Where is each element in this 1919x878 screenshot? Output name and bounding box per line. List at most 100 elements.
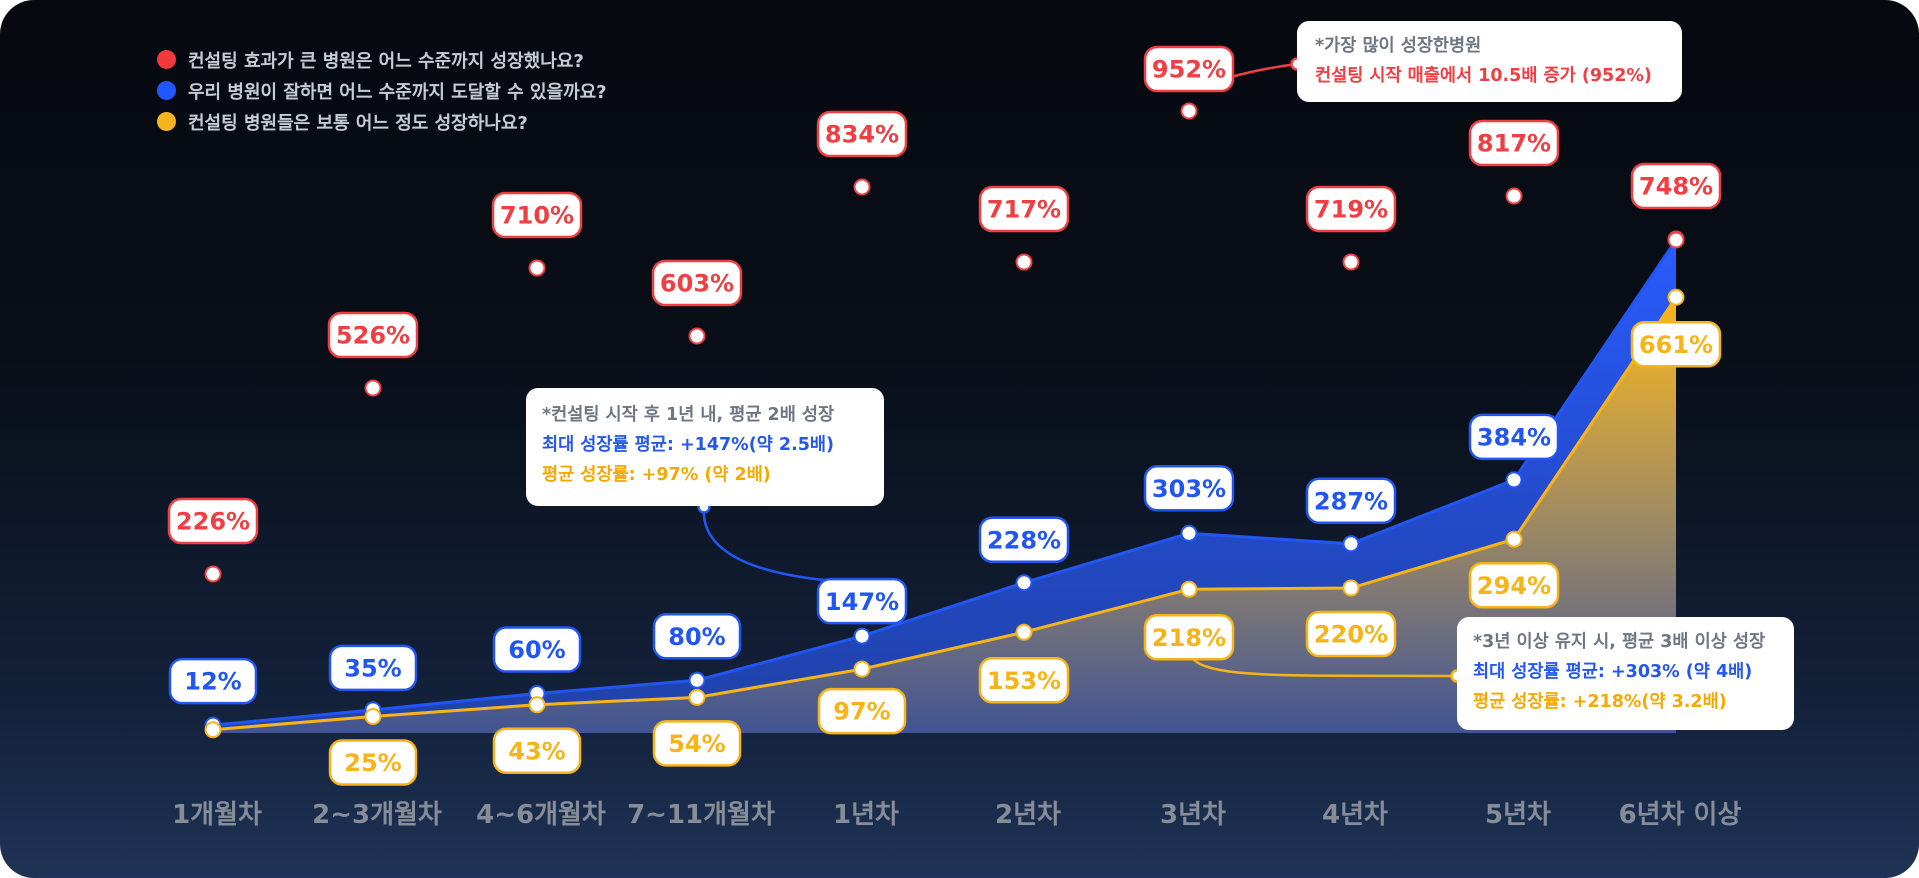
callout-first-year: *컨설팅 시작 후 1년 내, 평균 2배 성장 최대 성장률 평균: +147… [526, 388, 884, 506]
red-data-label-box [1468, 119, 1560, 167]
blue-data-label-box [1305, 477, 1397, 525]
orange-data-label-text: 43% [508, 737, 565, 765]
blue-data-label-text: 287% [1314, 487, 1388, 515]
red-data-label-box [978, 185, 1070, 233]
orange-data-label: 218% [1143, 614, 1235, 661]
connector-three-year [1187, 651, 1458, 678]
blue-data-label: 80% [652, 613, 742, 660]
blue-data-label-text: 60% [508, 636, 565, 664]
callout-line: 컨설팅 시작 매출에서 10.5배 증가 (952%) [1315, 66, 1652, 86]
red-point [528, 259, 546, 277]
orange-point [1667, 288, 1685, 306]
orange-data-label-box [1468, 561, 1560, 609]
blue-data-label-box [978, 516, 1070, 563]
red-data-label-text: 719% [1314, 196, 1388, 224]
red-point [853, 178, 871, 196]
connector-first-year [702, 506, 863, 585]
red-data-label-box [1143, 45, 1235, 93]
orange-point [1342, 579, 1360, 597]
orange-point [688, 688, 706, 706]
blue-data-label: 35% [328, 644, 418, 692]
blue-data-label: 303% [1143, 465, 1235, 512]
red-data-label-text: 748% [1639, 173, 1713, 201]
legend: 컨설팅 효과가 큰 병원은 어느 수준까지 성장했나요? 우리 병원이 잘하면 … [157, 44, 607, 137]
callout-three-year: *3년 이상 유지 시, 평균 3배 이상 성장 최대 성장률 평균: +303… [1457, 617, 1794, 730]
red-data-label-text: 710% [500, 202, 574, 230]
legend-label: 컨설팅 효과가 큰 병원은 어느 수준까지 성장했나요? [188, 50, 584, 72]
red-data-label: 719% [1305, 185, 1397, 233]
blue-data-label-box [652, 613, 742, 660]
red-data-label-box [167, 497, 259, 545]
orange-data-label-box [817, 687, 907, 735]
blue-data-label: 384% [1468, 413, 1560, 461]
red-data-label-text: 717% [987, 196, 1061, 224]
blue-point [1505, 471, 1523, 489]
red-data-label: 526% [327, 311, 419, 359]
orange-data-label: 220% [1305, 610, 1397, 658]
blue-data-label-text: 12% [184, 668, 241, 696]
orange-data-label-text: 25% [344, 749, 401, 777]
x-tick-label: 3년차 [1160, 800, 1226, 830]
legend-blue-dot [157, 81, 176, 100]
red-data-label-box [491, 191, 583, 239]
orange-point [853, 660, 871, 678]
orange-data-label-box [978, 656, 1070, 704]
blue-data-label: 147% [816, 577, 908, 625]
legend-red-dot [157, 50, 176, 69]
blue-data-label-text: 384% [1477, 424, 1551, 452]
red-data-label-box [1305, 185, 1397, 233]
red-data-label: 748% [1630, 162, 1722, 210]
blue-point [1180, 524, 1198, 542]
line-average-growth [212, 296, 1678, 732]
orange-point [1015, 623, 1033, 641]
red-point [204, 565, 222, 583]
x-tick-label: 2년차 [995, 800, 1061, 830]
blue-data-label-text: 303% [1152, 475, 1226, 503]
legend-label: 컨설팅 병원들은 보통 어느 정도 성장하나요? [188, 112, 528, 134]
legend-orange-dot [157, 112, 176, 131]
orange-data-label-box [1305, 610, 1397, 658]
red-data-label: 603% [651, 259, 743, 307]
legend-label: 우리 병원이 잘하면 어느 수준까지 도달할 수 있을까요? [188, 81, 607, 103]
red-point [1342, 253, 1360, 271]
orange-point [1505, 530, 1523, 548]
callout-top-hospital: *가장 많이 성장한병원 컨설팅 시작 매출에서 10.5배 증가 (952%) [1297, 21, 1682, 102]
orange-data-label: 25% [328, 739, 418, 786]
orange-data-label: 294% [1468, 561, 1560, 609]
orange-data-label-box [1143, 614, 1235, 661]
blue-data-label: 12% [168, 657, 258, 705]
blue-data-label-text: 228% [987, 526, 1061, 554]
x-tick-label: 5년차 [1485, 800, 1551, 830]
red-data-label-box [327, 311, 419, 359]
blue-data-label-box [328, 644, 418, 692]
orange-data-label-text: 220% [1314, 621, 1388, 649]
legend-item-potential: 우리 병원이 잘하면 어느 수준까지 도달할 수 있을까요? [157, 75, 607, 106]
red-data-label: 710% [491, 191, 583, 239]
orange-data-label-text: 294% [1477, 572, 1551, 600]
x-tick-label: 1개월차 [172, 800, 262, 830]
x-tick-label: 2~3개월차 [312, 800, 442, 830]
orange-data-label-box [652, 720, 742, 767]
orange-data-label-text: 153% [987, 667, 1061, 695]
orange-data-label-text: 661% [1639, 331, 1713, 359]
red-point [688, 327, 706, 345]
red-data-label-text: 952% [1152, 56, 1226, 84]
blue-point [688, 671, 706, 689]
x-tick-label: 6년차 이상 [1619, 800, 1742, 830]
orange-data-label: 153% [978, 656, 1070, 704]
red-point [364, 379, 382, 397]
callout-max-line: 최대 성장률 평균: +147%(약 2.5배) [542, 435, 834, 455]
orange-data-label-box [492, 727, 582, 774]
callout-max-line: 최대 성장률 평균: +303% (약 4배) [1473, 662, 1753, 682]
red-data-label-text: 817% [1477, 130, 1551, 158]
blue-data-label-box [816, 577, 908, 625]
orange-data-label: 54% [652, 720, 742, 767]
callout-title: *가장 많이 성장한병원 [1315, 36, 1482, 56]
blue-data-label-text: 147% [825, 588, 899, 616]
orange-data-label-text: 218% [1152, 624, 1226, 652]
red-data-label: 226% [167, 497, 259, 545]
blue-data-label-text: 80% [668, 623, 725, 651]
legend-item-average: 컨설팅 병원들은 보통 어느 정도 성장하나요? [157, 106, 607, 137]
